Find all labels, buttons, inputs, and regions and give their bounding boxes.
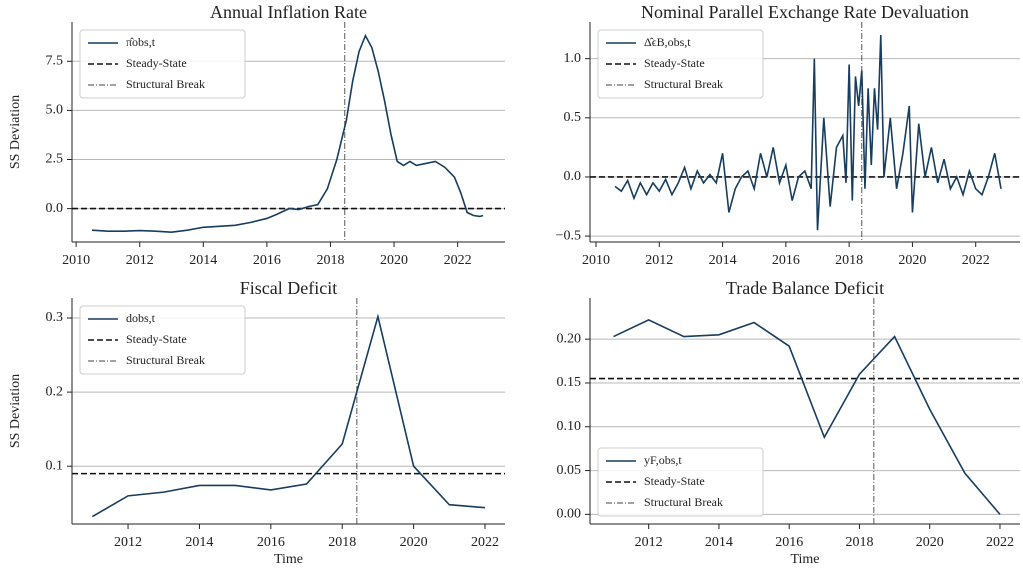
legend-box [79, 29, 246, 99]
y-tick-label: 0.3 [46, 310, 64, 325]
legend-label: Structural Break [126, 77, 205, 91]
series-line [91, 313, 486, 518]
chart-title: Nominal Parallel Exchange Rate Devaluati… [641, 2, 969, 22]
chart-title: Annual Inflation Rate [210, 2, 367, 22]
x-tick-label: 2022 [986, 535, 1014, 550]
x-tick-label: 2010 [62, 253, 90, 268]
x-tick-label: 2012 [635, 535, 663, 550]
x-tick-label: 2020 [916, 535, 944, 550]
x-tick-label: 2014 [189, 253, 217, 268]
y-axis-label: SS Deviation [8, 374, 23, 448]
x-tick-label: 2016 [772, 253, 800, 268]
y-axis-label: SS Deviation [8, 95, 23, 169]
legend-label: Structural Break [644, 495, 723, 509]
legend-label: Structural Break [644, 77, 723, 91]
legend-label: Δ̂ϵB,obs,t [644, 35, 691, 49]
x-tick-label: 2012 [645, 253, 673, 268]
x-tick-label: 2022 [444, 253, 472, 268]
legend: Δ̂ϵB,obs,t Steady-State Structural Break [597, 29, 764, 99]
x-tick-label: 2020 [898, 253, 926, 268]
x-tick-label: 2020 [400, 535, 428, 550]
x-tick-label: 2016 [775, 535, 803, 550]
legend: yF,obs,t Steady-State Structural Break [597, 447, 764, 517]
x-tick-label: 2020 [380, 253, 408, 268]
x-axis-label: Time [274, 552, 303, 567]
series-line [91, 33, 484, 233]
y-tick-label: 0.0 [46, 201, 64, 216]
y-tick-label: 0.20 [557, 331, 582, 346]
y-tick-label: 0.10 [557, 419, 582, 434]
legend-label: Steady-State [126, 56, 187, 70]
y-tick-label: 0.5 [564, 110, 582, 125]
x-tick-label: 2016 [253, 253, 281, 268]
x-tick-label: 2012 [114, 535, 142, 550]
y-tick-label: −0.5 [556, 228, 581, 243]
legend-label: Steady-State [644, 56, 705, 70]
y-tick-label: 1.0 [564, 51, 582, 66]
legend: dobs,t Steady-State Structural Break [79, 305, 246, 375]
series-line [613, 319, 1001, 515]
y-tick-label: 0.00 [557, 507, 582, 522]
x-axis-label: Time [790, 552, 819, 567]
y-tick-label: 0.15 [557, 375, 582, 390]
legend-box [597, 447, 764, 517]
y-tick-label: 0.0 [564, 169, 582, 184]
x-tick-label: 2014 [185, 535, 213, 550]
legend-label: Structural Break [126, 353, 205, 367]
x-tick-label: 2022 [962, 253, 990, 268]
chart-title: Fiscal Deficit [240, 278, 337, 298]
y-tick-label: 7.5 [46, 54, 64, 69]
x-tick-label: 2014 [705, 535, 733, 550]
y-tick-label: 0.1 [46, 458, 64, 473]
legend-label: yF,obs,t [644, 453, 682, 467]
x-tick-label: 2016 [257, 535, 285, 550]
x-tick-label: 2022 [471, 535, 499, 550]
x-tick-label: 2018 [316, 253, 344, 268]
chart-title: Trade Balance Deficit [726, 278, 884, 298]
x-tick-label: 2014 [709, 253, 737, 268]
y-tick-label: 0.2 [46, 384, 64, 399]
legend-box [79, 305, 246, 375]
x-tick-label: 2018 [845, 535, 873, 550]
legend-label: Steady-State [126, 332, 187, 346]
y-tick-label: 5.0 [46, 103, 64, 118]
x-tick-label: 2012 [126, 253, 154, 268]
legend-label: Steady-State [644, 474, 705, 488]
x-tick-label: 2010 [582, 253, 610, 268]
legend-label: π̂obs,t [126, 35, 156, 49]
series-line [614, 34, 1002, 231]
x-tick-label: 2018 [328, 535, 356, 550]
legend-box [597, 29, 764, 99]
y-tick-label: 2.5 [46, 152, 64, 167]
legend-label: dobs,t [126, 311, 156, 325]
y-tick-label: 0.05 [557, 463, 582, 478]
x-tick-label: 2018 [835, 253, 863, 268]
legend: π̂obs,t Steady-State Structural Break [79, 29, 246, 99]
